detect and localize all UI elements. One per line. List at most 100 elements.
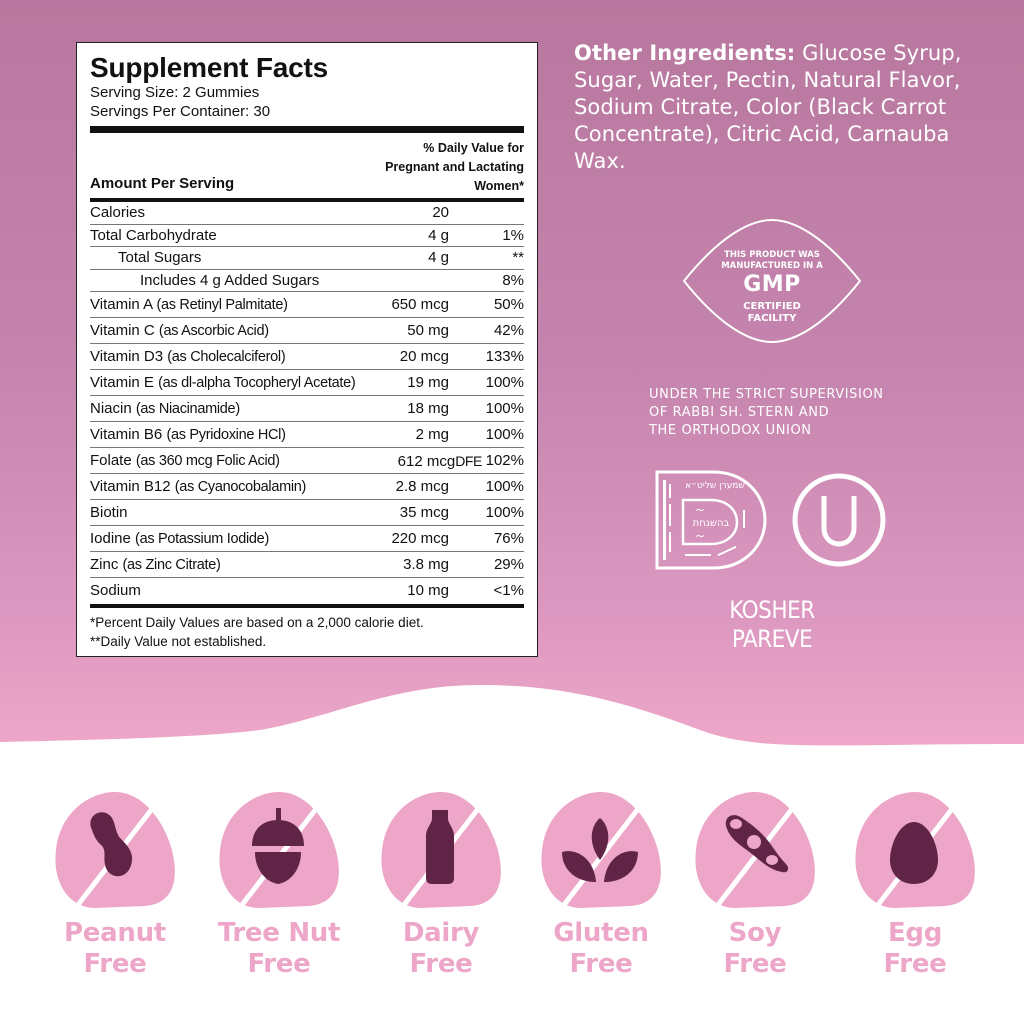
facts-row: Vitamin B6 (as Pyridoxine HCl) 2 mg 100% <box>90 422 524 448</box>
nutrient-name: Zinc (as Zinc Citrate) <box>90 556 221 573</box>
facts-row: Zinc (as Zinc Citrate) 3.8 mg 29% <box>90 552 524 578</box>
footnotes: *Percent Daily Values are based on a 2,0… <box>90 608 524 651</box>
nutrient-amount: 10 mg <box>407 582 449 599</box>
nutrient-dv: 100% <box>485 400 524 417</box>
soybean-pod-icon <box>725 815 789 873</box>
daily-value-header: % Daily Value for Pregnant and Lactating… <box>385 139 524 196</box>
nutrient-name: Biotin <box>90 504 128 521</box>
white-wave-background <box>0 685 1024 1024</box>
nutrient-dv: 42% <box>493 322 524 339</box>
peanut-icon <box>90 812 133 877</box>
nutrient-amount: 2 mg <box>415 426 449 443</box>
footnote: *Percent Daily Values are based on a 2,0… <box>90 615 424 630</box>
nutrient-dv: 50% <box>493 296 524 313</box>
divider-medium <box>90 198 524 202</box>
gmp-title: GMP <box>743 272 801 297</box>
nutrient-name: Niacin (as Niacinamide) <box>90 400 240 417</box>
other-ingredients-label: Other Ingredients: <box>574 41 796 65</box>
nutrient-dv: 100% <box>485 504 524 521</box>
nutrient-dv: 102% <box>485 452 524 469</box>
nutrient-amount: 18 mg <box>407 400 449 417</box>
nutrient-name: Total Carbohydrate <box>90 226 217 244</box>
facts-title: Supplement Facts <box>90 52 328 83</box>
svg-text:שמערן שליט״א: שמערן שליט״א <box>685 481 745 491</box>
gmp-line: CERTIFIED <box>743 301 801 312</box>
amount-per-serving-label: Amount Per Serving <box>90 175 235 192</box>
facts-row: Vitamin C (as Ascorbic Acid) 50 mg 42% <box>90 318 524 344</box>
nutrient-amount: 3.8 mg <box>403 556 449 573</box>
nutrient-amount: 220 mcg <box>391 530 449 547</box>
facts-row: Folate (as 360 mcg Folic Acid) 612 mcgDF… <box>90 448 524 474</box>
badge-label: Gluten Free <box>553 918 649 979</box>
nutrient-amount: 35 mcg <box>399 504 449 521</box>
facts-row: Vitamin D3 (as Cholecalciferol) 20 mcg 1… <box>90 344 524 370</box>
nutrient-dv: 133% <box>485 348 524 365</box>
nutrient-dv: 100% <box>485 426 524 443</box>
nutrient-amount: 4 g <box>428 226 449 244</box>
svg-text:~: ~ <box>695 529 705 543</box>
facts-row: Iodine (as Potassium Iodide) 220 mcg 76% <box>90 526 524 552</box>
nutrient-name: Vitamin D3 (as Cholecalciferol) <box>90 348 286 365</box>
nutrient-amount: 2.8 mcg <box>395 478 449 495</box>
nutrient-dv: 76% <box>493 530 524 547</box>
nutrient-name: Folate (as 360 mcg Folic Acid) <box>90 452 280 469</box>
nutrient-name: Includes 4 g Added Sugars <box>140 271 320 289</box>
gmp-certified-badge: THIS PRODUCT WAS MANUFACTURED IN A GMP C… <box>680 218 864 344</box>
kosher-d-logo-icon: בהשגחת ~ ~ שמערן שליט״א <box>655 470 767 570</box>
egg-icon <box>890 822 938 884</box>
supervision-line: OF RABBI SH. STERN AND <box>649 405 830 420</box>
milk-bottle-icon <box>426 810 454 884</box>
nutrient-name: Vitamin B6 (as Pyridoxine HCl) <box>90 426 286 443</box>
nutrient-name: Vitamin C (as Ascorbic Acid) <box>90 322 269 339</box>
nutrient-name: Vitamin B12 (as Cyanocobalamin) <box>90 478 307 495</box>
badge-soy-free: Soy Free <box>690 788 820 988</box>
divider-medium <box>90 604 524 608</box>
gmp-lens-outline-icon <box>682 218 862 344</box>
nutrient-amount: 50 mg <box>407 322 449 339</box>
badge-label: Dairy Free <box>402 918 480 979</box>
facts-row: Vitamin B12 (as Cyanocobalamin) 2.8 mcg … <box>90 474 524 500</box>
badge-label: Peanut Free <box>64 918 166 979</box>
nutrient-name: Sodium <box>90 582 141 599</box>
nutrient-amount: 612 mcgDFE <box>397 453 483 470</box>
facts-header: Amount Per Serving % Daily Value for Pre… <box>90 133 524 198</box>
wheat-leaves-icon <box>562 818 638 882</box>
facts-row: Vitamin A (as Retinyl Palmitate) 650 mcg… <box>90 292 524 318</box>
kosher-pareve-label: KOSHER PAREVE <box>700 596 844 654</box>
nutrient-amount: 19 mg <box>407 374 449 391</box>
gmp-line: MANUFACTURED IN A <box>721 261 823 271</box>
facts-row: Total Sugars 4 g ** <box>90 247 524 270</box>
dv-header-line: Pregnant and Lactating <box>385 160 524 174</box>
nutrient-name: Calories <box>90 204 146 221</box>
divider-thick <box>90 126 524 133</box>
ou-kosher-logo-icon <box>792 473 886 567</box>
nutrient-dv: 1% <box>502 226 524 244</box>
kosher-line: KOSHER <box>729 596 815 624</box>
footnote: **Daily Value not established. <box>90 634 267 649</box>
nutrient-amount: 4 g <box>428 249 449 266</box>
facts-row: Includes 4 g Added Sugars 8% <box>90 270 524 292</box>
supervision-line: UNDER THE STRICT SUPERVISION <box>649 387 884 402</box>
other-ingredients-text: Glucose Syrup, Sugar, Water, Pectin, Nat… <box>574 41 962 173</box>
facts-row: Vitamin E (as dl-alpha Tocopheryl Acetat… <box>90 370 524 396</box>
nutrient-amount: 20 <box>432 204 449 221</box>
nutrient-dv: 100% <box>485 374 524 391</box>
supervision-statement: UNDER THE STRICT SUPERVISION OF RABBI SH… <box>649 386 949 440</box>
allergen-free-badges: Peanut Free Tree Nut Free Dairy Free <box>50 788 990 988</box>
facts-row: Sodium 10 mg <1% <box>90 578 524 604</box>
badge-dairy-free: Dairy Free <box>376 788 506 988</box>
supplement-facts-panel: Supplement Facts Serving Size: 2 Gummies… <box>76 42 538 657</box>
nutrient-dv: <1% <box>493 582 524 599</box>
supervision-line: THE ORTHODOX UNION <box>649 423 812 438</box>
facts-row: Total Carbohydrate 4 g 1% <box>90 225 524 247</box>
badge-gluten-free: Gluten Free <box>536 788 666 988</box>
facts-row: Biotin 35 mcg 100% <box>90 500 524 526</box>
nutrient-dv: 8% <box>502 271 524 289</box>
pareve-line: PAREVE <box>731 625 813 653</box>
nutrient-dv: 100% <box>485 478 524 495</box>
nutrient-name: Vitamin E (as dl-alpha Tocopheryl Acetat… <box>90 374 356 391</box>
serving-size: Serving Size: 2 Gummies <box>90 84 260 101</box>
nutrient-name: Iodine (as Potassium Iodide) <box>90 530 269 547</box>
nutrient-amount: 20 mcg <box>399 348 449 365</box>
badge-peanut-free: Peanut Free <box>50 788 180 988</box>
